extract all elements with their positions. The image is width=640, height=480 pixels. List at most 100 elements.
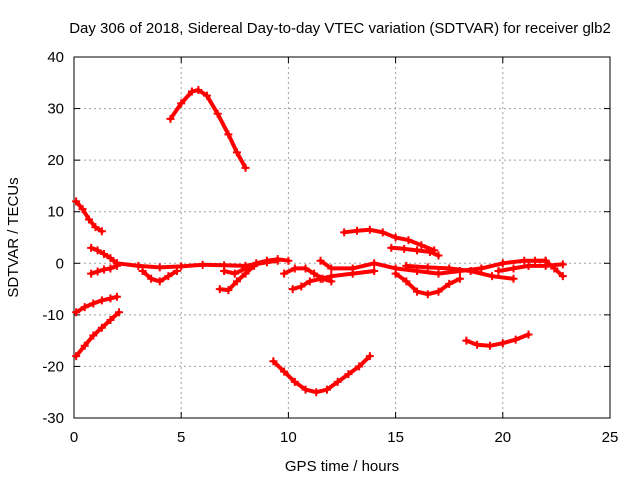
- y-axis-label: SDTVAR / TECUs: [5, 177, 22, 297]
- series-arc-13: [269, 352, 374, 397]
- data-point: [434, 287, 443, 296]
- data-point: [194, 86, 203, 95]
- data-point: [333, 377, 342, 386]
- data-point: [112, 292, 121, 301]
- data-point: [391, 233, 400, 242]
- series-arc-2: [72, 197, 106, 236]
- data-point: [423, 290, 432, 299]
- chart-title: Day 306 of 2018, Sidereal Day-to-day VTE…: [69, 20, 611, 37]
- data-point: [91, 223, 100, 232]
- data-point: [252, 259, 261, 268]
- data-point: [80, 341, 89, 350]
- series-line: [74, 310, 121, 359]
- series-arc-18: [402, 261, 518, 283]
- series-arc-15: [387, 243, 443, 260]
- data-point: [402, 261, 411, 270]
- data-point: [509, 264, 518, 273]
- data-point: [473, 340, 482, 349]
- data-point: [417, 241, 426, 250]
- data-point: [353, 226, 362, 235]
- data-point: [72, 308, 81, 317]
- data-point: [198, 260, 207, 269]
- data-point: [115, 308, 124, 317]
- data-point: [387, 243, 396, 252]
- x-tick-label: 5: [177, 429, 185, 446]
- data-point: [348, 264, 357, 273]
- x-tick-label: 25: [602, 429, 619, 446]
- data-point: [112, 259, 121, 268]
- series-arc-8: [138, 267, 181, 286]
- data-point: [72, 352, 81, 361]
- data-series: [72, 86, 567, 397]
- data-point: [106, 294, 115, 303]
- data-point: [541, 261, 550, 270]
- data-point: [312, 388, 321, 397]
- data-point: [524, 261, 533, 270]
- data-point: [485, 341, 494, 350]
- data-point: [530, 256, 539, 265]
- y-tick-label: 40: [47, 49, 64, 66]
- data-point: [494, 267, 503, 276]
- grid-lines: [74, 57, 610, 418]
- y-tick-label: 0: [56, 255, 64, 272]
- data-point: [301, 264, 310, 273]
- data-point: [288, 285, 297, 294]
- data-point: [280, 367, 289, 376]
- data-point: [230, 269, 239, 278]
- data-point: [402, 277, 411, 286]
- data-point: [498, 259, 507, 268]
- data-point: [89, 299, 98, 308]
- data-point: [400, 244, 409, 253]
- data-point: [93, 246, 102, 255]
- data-point: [370, 267, 379, 276]
- data-point: [262, 256, 271, 265]
- series-arc-1: [166, 86, 250, 172]
- axis-ticks: 0 5 10 15 20 25 -30 -20 -10 0 10 20 30 40: [42, 49, 618, 446]
- series-arc-3: [72, 308, 124, 361]
- data-point: [462, 336, 471, 345]
- data-point: [155, 277, 164, 286]
- x-tick-label: 20: [494, 429, 511, 446]
- data-point: [434, 269, 443, 278]
- data-point: [455, 274, 464, 283]
- series-arc-10: [220, 255, 293, 278]
- data-point: [220, 267, 229, 276]
- data-point: [327, 272, 336, 281]
- data-point: [241, 163, 250, 172]
- data-point: [166, 114, 175, 123]
- y-tick-label: -30: [42, 410, 64, 427]
- data-point: [224, 130, 233, 139]
- data-point: [85, 215, 94, 224]
- data-point: [305, 277, 314, 286]
- data-point: [72, 197, 81, 206]
- series-arc-17: [391, 269, 464, 299]
- data-point: [322, 385, 331, 394]
- data-point: [488, 272, 497, 281]
- x-tick-label: 0: [70, 429, 78, 446]
- data-point: [558, 272, 567, 281]
- y-tick-label: 20: [47, 152, 64, 169]
- data-point: [370, 259, 379, 268]
- data-point: [404, 236, 413, 245]
- data-point: [155, 263, 164, 272]
- data-point: [202, 91, 211, 100]
- data-point: [87, 269, 96, 278]
- data-point: [344, 370, 353, 379]
- series-arc-20: [530, 256, 567, 281]
- data-point: [301, 385, 310, 394]
- data-point: [93, 267, 102, 276]
- data-point: [213, 109, 222, 118]
- data-point: [297, 282, 306, 291]
- data-point: [520, 256, 529, 265]
- data-point: [466, 267, 475, 276]
- data-point: [413, 287, 422, 296]
- data-point: [340, 228, 349, 237]
- y-tick-label: -20: [42, 358, 64, 375]
- data-point: [310, 269, 319, 278]
- data-point: [87, 243, 96, 252]
- series-arc-21: [494, 260, 567, 276]
- data-point: [232, 148, 241, 157]
- data-point: [80, 303, 89, 312]
- data-point: [413, 246, 422, 255]
